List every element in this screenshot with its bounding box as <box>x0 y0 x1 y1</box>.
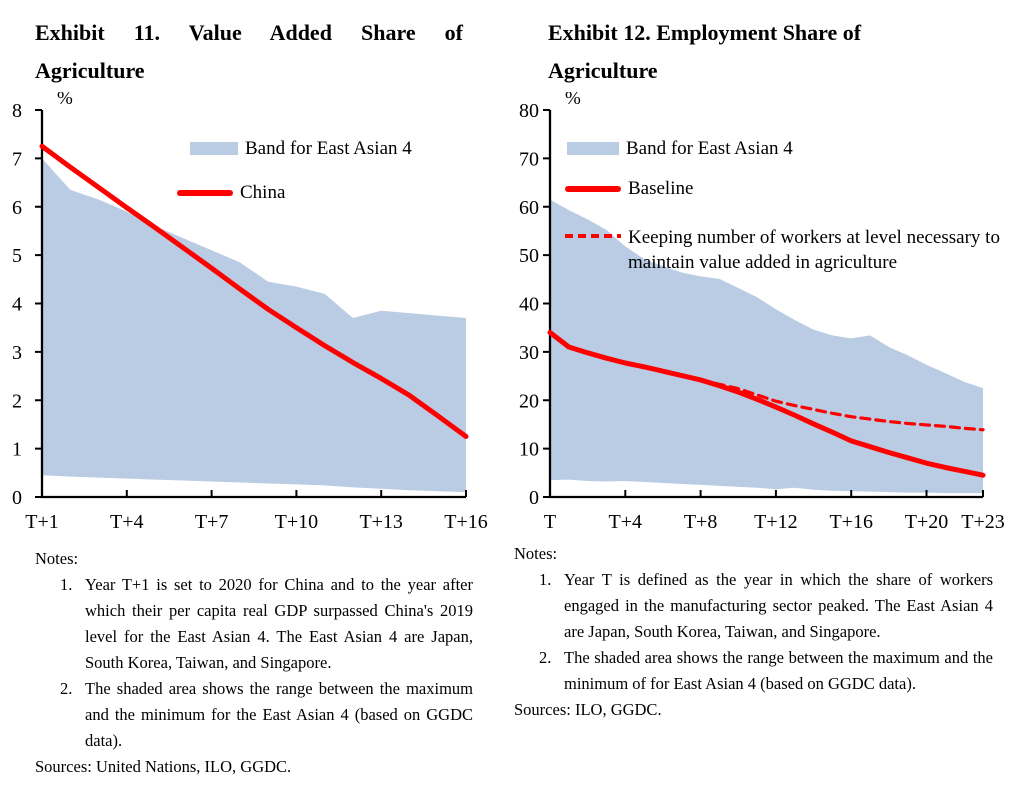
legend-item-band: Band for East Asian 4 <box>567 136 793 161</box>
x-tick-label: T+7 <box>195 511 229 533</box>
employment-chart-pane: 0 10 20 30 40 50 60 70 80 T T+4 T+8 T+12 T+16 T+20 T+23… <box>512 92 1024 547</box>
legend-label-china: China <box>240 182 286 203</box>
note-item-2: 2. The shaded area shows the range betwe… <box>514 645 993 697</box>
y-tick-label: 5 <box>12 245 22 267</box>
y-tick-label: 7 <box>12 148 22 170</box>
legend-label-band: Band for East Asian 4 <box>626 138 793 159</box>
note-item-2: 2. The shaded area shows the range betwe… <box>35 676 473 754</box>
x-tick-label: T+8 <box>684 511 718 533</box>
y-tick-label: 20 <box>519 390 539 412</box>
dashed-line-swatch <box>565 234 621 238</box>
x-tick-label: T+16 <box>444 511 488 533</box>
sources-line: Sources: ILO, GGDC. <box>514 700 662 719</box>
x-tick-label: T+20 <box>905 511 949 533</box>
china-line <box>39 143 469 440</box>
note-text: The shaded area shows the range between … <box>564 648 993 693</box>
y-tick-label: 0 <box>529 487 539 509</box>
y-tick-label: 40 <box>519 294 539 316</box>
legend-label-baseline: Baseline <box>628 178 694 199</box>
note-number: 2. <box>539 648 552 667</box>
x-tick-label: T <box>544 511 556 533</box>
x-tick-label: T+12 <box>754 511 798 533</box>
x-tick-label: T+10 <box>275 511 319 533</box>
legend-label-keeping: Keeping number of workers at level neces… <box>628 227 1000 273</box>
y-tick-label: 30 <box>519 342 539 364</box>
y-tick-label: 0 <box>12 487 22 509</box>
exhibit12-title-line2: Agriculture <box>548 58 658 83</box>
y-tick-label: 80 <box>519 100 539 122</box>
keeping-line <box>699 378 985 432</box>
band-swatch <box>567 142 619 155</box>
y-tick-label: 8 <box>12 100 22 122</box>
exhibit11-title: Exhibit 11. Value Added Share of Agricul… <box>35 14 463 90</box>
notes-exhibit12: Notes: 1. Year T is defined as the year … <box>514 541 993 723</box>
value-added-chart: 0 1 2 3 4 5 6 7 8 T+1 T+4 T+7 T+10 T+13 T+16% <box>12 92 488 533</box>
x-tick-label: T+1 <box>25 511 59 533</box>
exhibit12-title: Exhibit 12. Employment Share of Agricult… <box>548 14 918 90</box>
exhibit12-title-line1: Exhibit 12. Employment Share of <box>548 20 862 45</box>
baseline-line <box>547 330 986 478</box>
x-tick-label: T+16 <box>829 511 873 533</box>
note-text: Year T+1 is set to 2020 for China and to… <box>85 575 473 672</box>
y-tick-label: 3 <box>12 342 22 364</box>
y-tick-label: 70 <box>519 148 539 170</box>
y-unit-label: % <box>565 92 581 109</box>
note-text: Year T is defined as the year in which t… <box>564 570 993 641</box>
y-tick-label: 10 <box>519 439 539 461</box>
china-line-swatch <box>177 189 233 196</box>
note-text: The shaded area shows the range between … <box>85 679 473 750</box>
x-tick-label: T+4 <box>110 511 144 533</box>
legend-item-baseline: Baseline <box>565 176 693 201</box>
note-item-1: 1. Year T+1 is set to 2020 for China and… <box>35 572 473 676</box>
note-number: 2. <box>60 679 73 698</box>
sources-line: Sources: United Nations, ILO, GGDC. <box>35 757 292 776</box>
x-tick-label: T+4 <box>609 511 643 533</box>
legend-item-band: Band for East Asian 4 <box>190 136 412 161</box>
notes-exhibit11: Notes: 1. Year T+1 is set to 2020 for Ch… <box>35 546 473 780</box>
y-tick-label: 6 <box>12 197 22 219</box>
y-tick-label: 60 <box>519 197 539 219</box>
value-added-chart-pane: 0 1 2 3 4 5 6 7 8 T+1 T+4 T+7 T+10 T+13 T+16% Band for… <box>0 92 500 547</box>
baseline-line-swatch <box>565 185 621 192</box>
legend-label-band: Band for East Asian 4 <box>245 138 412 159</box>
exhibit11-title-line1: Exhibit 11. Value Added Share of <box>35 20 463 45</box>
band-swatch <box>190 142 238 155</box>
exhibit11-title-line2: Agriculture <box>35 58 145 83</box>
note-item-1: 1. Year T is defined as the year in whic… <box>514 567 993 645</box>
band-area <box>42 158 466 493</box>
note-number: 1. <box>539 570 552 589</box>
y-tick-label: 1 <box>12 439 22 461</box>
x-tick-label: T+13 <box>359 511 403 533</box>
legend-item-keeping: Keeping number of workers at level neces… <box>565 225 1020 275</box>
notes-heading: Notes: <box>514 544 558 563</box>
y-tick-label: 2 <box>12 390 22 412</box>
legend-item-china: China <box>177 180 285 205</box>
employment-chart: 0 10 20 30 40 50 60 70 80 T T+4 T+8 T+12 T+16 T+20 T+23… <box>519 92 1005 533</box>
y-tick-label: 4 <box>12 294 22 316</box>
y-unit-label: % <box>57 92 73 109</box>
notes-heading: Notes: <box>35 549 79 568</box>
y-tick-label: 50 <box>519 245 539 267</box>
x-tick-label: T+23 <box>961 511 1005 533</box>
note-number: 1. <box>60 575 73 594</box>
